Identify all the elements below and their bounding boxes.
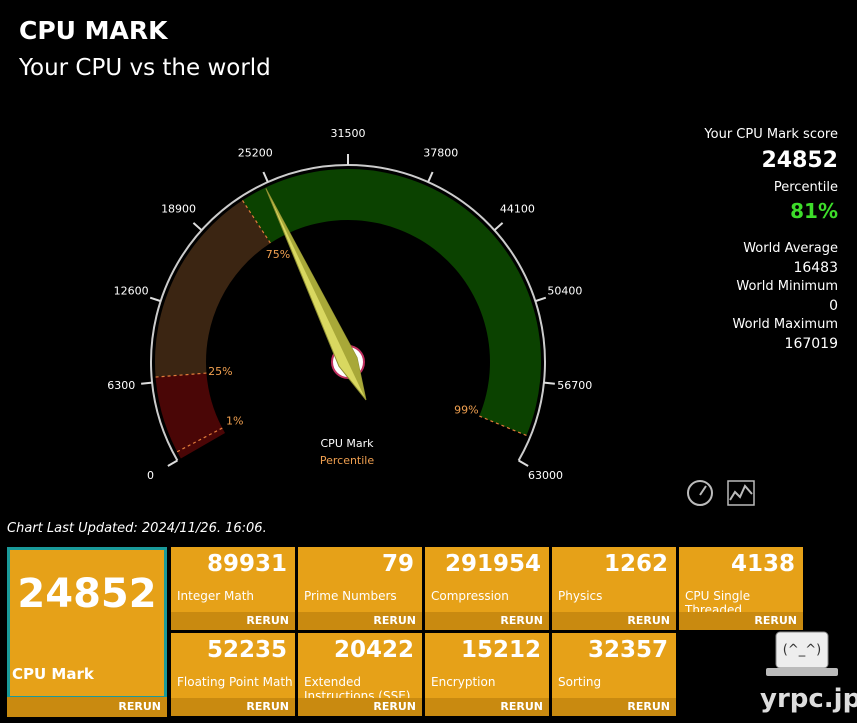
tile-value: 4138 [730, 551, 795, 577]
title: CPU MARK [19, 16, 168, 45]
tick-mark [149, 296, 161, 303]
benchmark-tile[interactable]: 89931 Integer Math RERUN [171, 547, 295, 630]
icon-chart[interactable] [727, 480, 755, 506]
svg-text:(^_^): (^_^) [783, 643, 821, 658]
tick-label: 56700 [557, 379, 592, 392]
rerun-button[interactable]: RERUN [171, 612, 295, 630]
tile-name: Sorting [558, 675, 602, 689]
score: 24852 [761, 148, 838, 173]
benchmark-tile[interactable]: 52235 Floating Point Math RERUN [171, 633, 295, 716]
gauge-sublabel: Percentile [320, 454, 375, 467]
tick-label: 18900 [161, 202, 196, 215]
tick-label: 37800 [423, 147, 458, 160]
last-updated: Chart Last Updated: 2024/11/26. 16:06. [7, 521, 267, 536]
tile-value: 1262 [603, 551, 668, 577]
icon-gauge[interactable] [687, 480, 713, 506]
percentile-mark [241, 200, 271, 244]
tile-value: 52235 [206, 637, 287, 663]
rerun-button[interactable]: RERUN [298, 698, 422, 716]
tick-mark [427, 171, 434, 183]
percentile-mark [155, 372, 207, 378]
stat-value: 167019 [784, 336, 838, 352]
percentile-label: 99% [454, 404, 478, 417]
benchmark-tile[interactable]: 20422 Extended Instructions (SSE) RERUN [298, 633, 422, 716]
stat-label: World Average [743, 241, 838, 256]
tick-label: 0 [147, 469, 154, 482]
tick-mark [543, 381, 555, 385]
tile-value: 89931 [206, 551, 287, 577]
benchmark-tile[interactable]: 15212 Encryption RERUN [425, 633, 549, 716]
stat-value: 16483 [793, 260, 838, 276]
benchmark-tile[interactable]: 32357 Sorting RERUN [552, 633, 676, 716]
rerun-button[interactable]: RERUN [552, 612, 676, 630]
percentile-label: 75% [266, 248, 290, 261]
benchmark-tile[interactable]: 1262 Physics RERUN [552, 547, 676, 630]
tick-mark [518, 459, 529, 467]
percentile-mark [176, 427, 223, 453]
tick-label: 25200 [238, 147, 273, 160]
benchmark-tile[interactable]: 79 Prime Numbers RERUN [298, 547, 422, 630]
gauge-rim [150, 164, 546, 461]
tick-mark [167, 459, 178, 467]
rerun-button[interactable]: RERUN [171, 698, 295, 716]
rerun-button[interactable]: RERUN [552, 698, 676, 716]
tile-value: 32357 [587, 637, 668, 663]
tick-label: 31500 [331, 127, 366, 140]
tile-name: Integer Math [177, 589, 254, 603]
tick-mark [535, 296, 547, 303]
rerun-button[interactable]: RERUN [679, 612, 803, 630]
tile-value: 15212 [460, 637, 541, 663]
tick-mark [141, 381, 153, 385]
main-tile[interactable]: 24852 CPU Mark RERUN [7, 547, 167, 717]
rerun-button[interactable]: RERUN [298, 612, 422, 630]
tick-label: 50400 [547, 285, 582, 298]
tick-label: 6300 [107, 379, 135, 392]
gauge-band [155, 373, 226, 459]
stat-label: World Minimum [736, 279, 838, 294]
tick-label: 63000 [528, 469, 563, 482]
tile-name: Physics [558, 589, 603, 603]
benchmark-tile[interactable]: 4138 CPU Single Threaded RERUN [679, 547, 803, 630]
stat-value: 0 [829, 298, 838, 314]
tick-mark [262, 171, 269, 183]
tick-label: 12600 [114, 285, 149, 298]
gauge-band [242, 168, 542, 436]
watermark: yrpc.jp [760, 684, 857, 714]
tile-value: 291954 [444, 551, 541, 577]
benchmark-tile[interactable]: 291954 Compression RERUN [425, 547, 549, 630]
tile-value: 79 [381, 551, 414, 577]
laptop-icon: (^_^) [766, 631, 838, 676]
percentile-label: Percentile [773, 180, 838, 195]
tile-name: Prime Numbers [304, 589, 397, 603]
main-tile-value: 24852 [17, 571, 157, 617]
stat-label: World Maximum [732, 317, 838, 332]
percentile-label: 1% [226, 415, 243, 428]
rerun-button[interactable]: RERUN [425, 698, 549, 716]
gauge-layer: 0 6300 12600 18900 25200 31500 37800 44100 50400… [107, 127, 592, 482]
percentile-label: 25% [208, 365, 232, 378]
score-label: Your CPU Mark score [704, 127, 838, 142]
subtitle: Your CPU vs the world [19, 55, 271, 81]
tile-name: Compression [431, 589, 509, 603]
needle-shade [265, 188, 366, 400]
tile-name: Floating Point Math [177, 675, 293, 689]
percentile-mark [479, 415, 527, 437]
tile-name: Encryption [431, 675, 496, 689]
gauge-band [155, 200, 271, 378]
tick-label: 44100 [500, 202, 535, 215]
gauge-label: CPU Mark [321, 437, 375, 450]
main-tile-name: CPU Mark [12, 665, 94, 683]
tick-mark [493, 222, 504, 231]
rerun-button[interactable]: RERUN [425, 612, 549, 630]
percentile: 81% [790, 199, 838, 223]
rerun-button[interactable]: RERUN [7, 697, 167, 717]
tile-value: 20422 [333, 637, 414, 663]
tick-mark [192, 222, 203, 231]
